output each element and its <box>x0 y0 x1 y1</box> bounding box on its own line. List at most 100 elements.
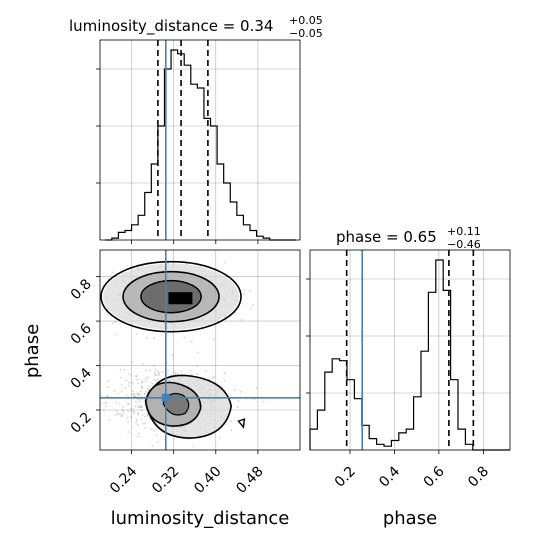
sample-point <box>130 410 133 413</box>
sample-point <box>135 419 138 421</box>
sample-point <box>111 322 114 325</box>
sample-point <box>249 307 252 310</box>
y-tick-label: 0.2 <box>68 410 95 437</box>
sample-point <box>115 410 118 412</box>
sample-point <box>189 369 192 372</box>
sample-point <box>174 372 177 374</box>
sample-point <box>152 364 155 367</box>
sample-point <box>124 386 126 389</box>
sample-point <box>120 383 123 386</box>
sample-point <box>148 384 151 387</box>
sample-point <box>141 380 144 383</box>
contour-island <box>237 418 246 429</box>
sample-point <box>237 400 240 403</box>
sample-point <box>121 415 124 417</box>
sample-point <box>154 379 157 382</box>
sample-point <box>113 390 116 392</box>
sample-point <box>139 394 142 397</box>
sample-point <box>155 428 158 431</box>
sample-point <box>115 333 118 336</box>
sample-point <box>140 418 143 420</box>
sample-point <box>136 394 139 397</box>
x-tick-label: 0.40 <box>191 464 224 497</box>
sample-point <box>212 338 215 341</box>
sample-point <box>112 271 115 274</box>
title-luminosity_distance-sub: −0.05 <box>289 27 323 40</box>
sample-point <box>117 392 119 395</box>
sample-point <box>230 420 232 423</box>
sample-point <box>243 293 246 296</box>
sample-point <box>152 429 155 432</box>
sample-point <box>115 401 118 404</box>
sample-point <box>140 398 143 401</box>
sample-point <box>155 374 158 377</box>
sample-point <box>122 410 125 412</box>
x-tick-label: 0.6 <box>421 463 448 490</box>
sample-point <box>190 373 193 376</box>
title-phase-main: phase = 0.65 <box>336 228 437 246</box>
sample-point <box>132 393 135 396</box>
sample-point <box>239 390 242 393</box>
sample-point <box>196 365 199 367</box>
sample-point <box>151 445 154 448</box>
truth-marker <box>161 393 170 402</box>
sample-point <box>152 337 155 339</box>
x-tick-label: 0.24 <box>107 463 140 496</box>
sample-point <box>140 381 143 384</box>
sample-point <box>136 424 139 426</box>
sample-point <box>118 402 121 405</box>
sample-point <box>105 401 108 404</box>
sample-point <box>123 369 126 372</box>
y-axis-label-phase: phase <box>22 324 43 378</box>
sample-point <box>153 371 156 374</box>
sample-point <box>262 400 265 403</box>
sample-point <box>137 432 140 435</box>
x-tick-label: 0.32 <box>149 464 182 497</box>
contour-line <box>122 270 220 323</box>
sample-point <box>146 376 148 379</box>
sample-point <box>119 368 122 371</box>
title-phase: phase = 0.65 +0.11 −0.46 <box>336 225 481 251</box>
sample-point <box>144 392 146 395</box>
sample-point <box>135 332 138 335</box>
sample-point <box>122 412 125 415</box>
sample-point <box>128 381 131 384</box>
density-peak <box>168 292 193 305</box>
sample-point <box>119 412 122 415</box>
sample-point <box>183 336 186 339</box>
sample-point <box>126 403 129 406</box>
sample-point <box>122 405 124 408</box>
sample-point <box>131 382 134 384</box>
sample-point <box>137 413 139 415</box>
sample-point <box>156 378 159 380</box>
sample-point <box>130 361 133 364</box>
x-axis-label-luminosity_distance: luminosity_distance <box>111 508 290 529</box>
luminosity-distance-histogram-panel <box>96 39 301 244</box>
sample-point <box>223 372 226 375</box>
sample-point <box>140 406 142 409</box>
sample-point <box>145 336 148 339</box>
sample-point <box>138 398 141 401</box>
sample-point <box>127 410 130 413</box>
sample-point <box>147 377 149 380</box>
sample-point <box>133 395 136 398</box>
panel-frame <box>309 249 511 451</box>
panel-frame <box>99 249 301 451</box>
sample-point <box>171 354 174 357</box>
sample-point <box>139 404 142 407</box>
sample-point <box>108 419 111 421</box>
sample-point <box>136 392 139 395</box>
scatter-content <box>100 260 265 448</box>
sample-point <box>133 412 136 414</box>
sample-point <box>136 378 138 381</box>
x-tick-label: 0.4 <box>376 463 403 490</box>
title-phase-sup: +0.11 <box>447 225 481 238</box>
sample-point <box>146 413 149 416</box>
sample-point <box>136 435 139 438</box>
sample-point <box>144 427 147 430</box>
sample-point <box>145 380 148 383</box>
sample-point <box>120 390 123 392</box>
sample-point <box>161 371 164 374</box>
sample-point <box>105 405 108 408</box>
sample-point <box>142 422 144 425</box>
